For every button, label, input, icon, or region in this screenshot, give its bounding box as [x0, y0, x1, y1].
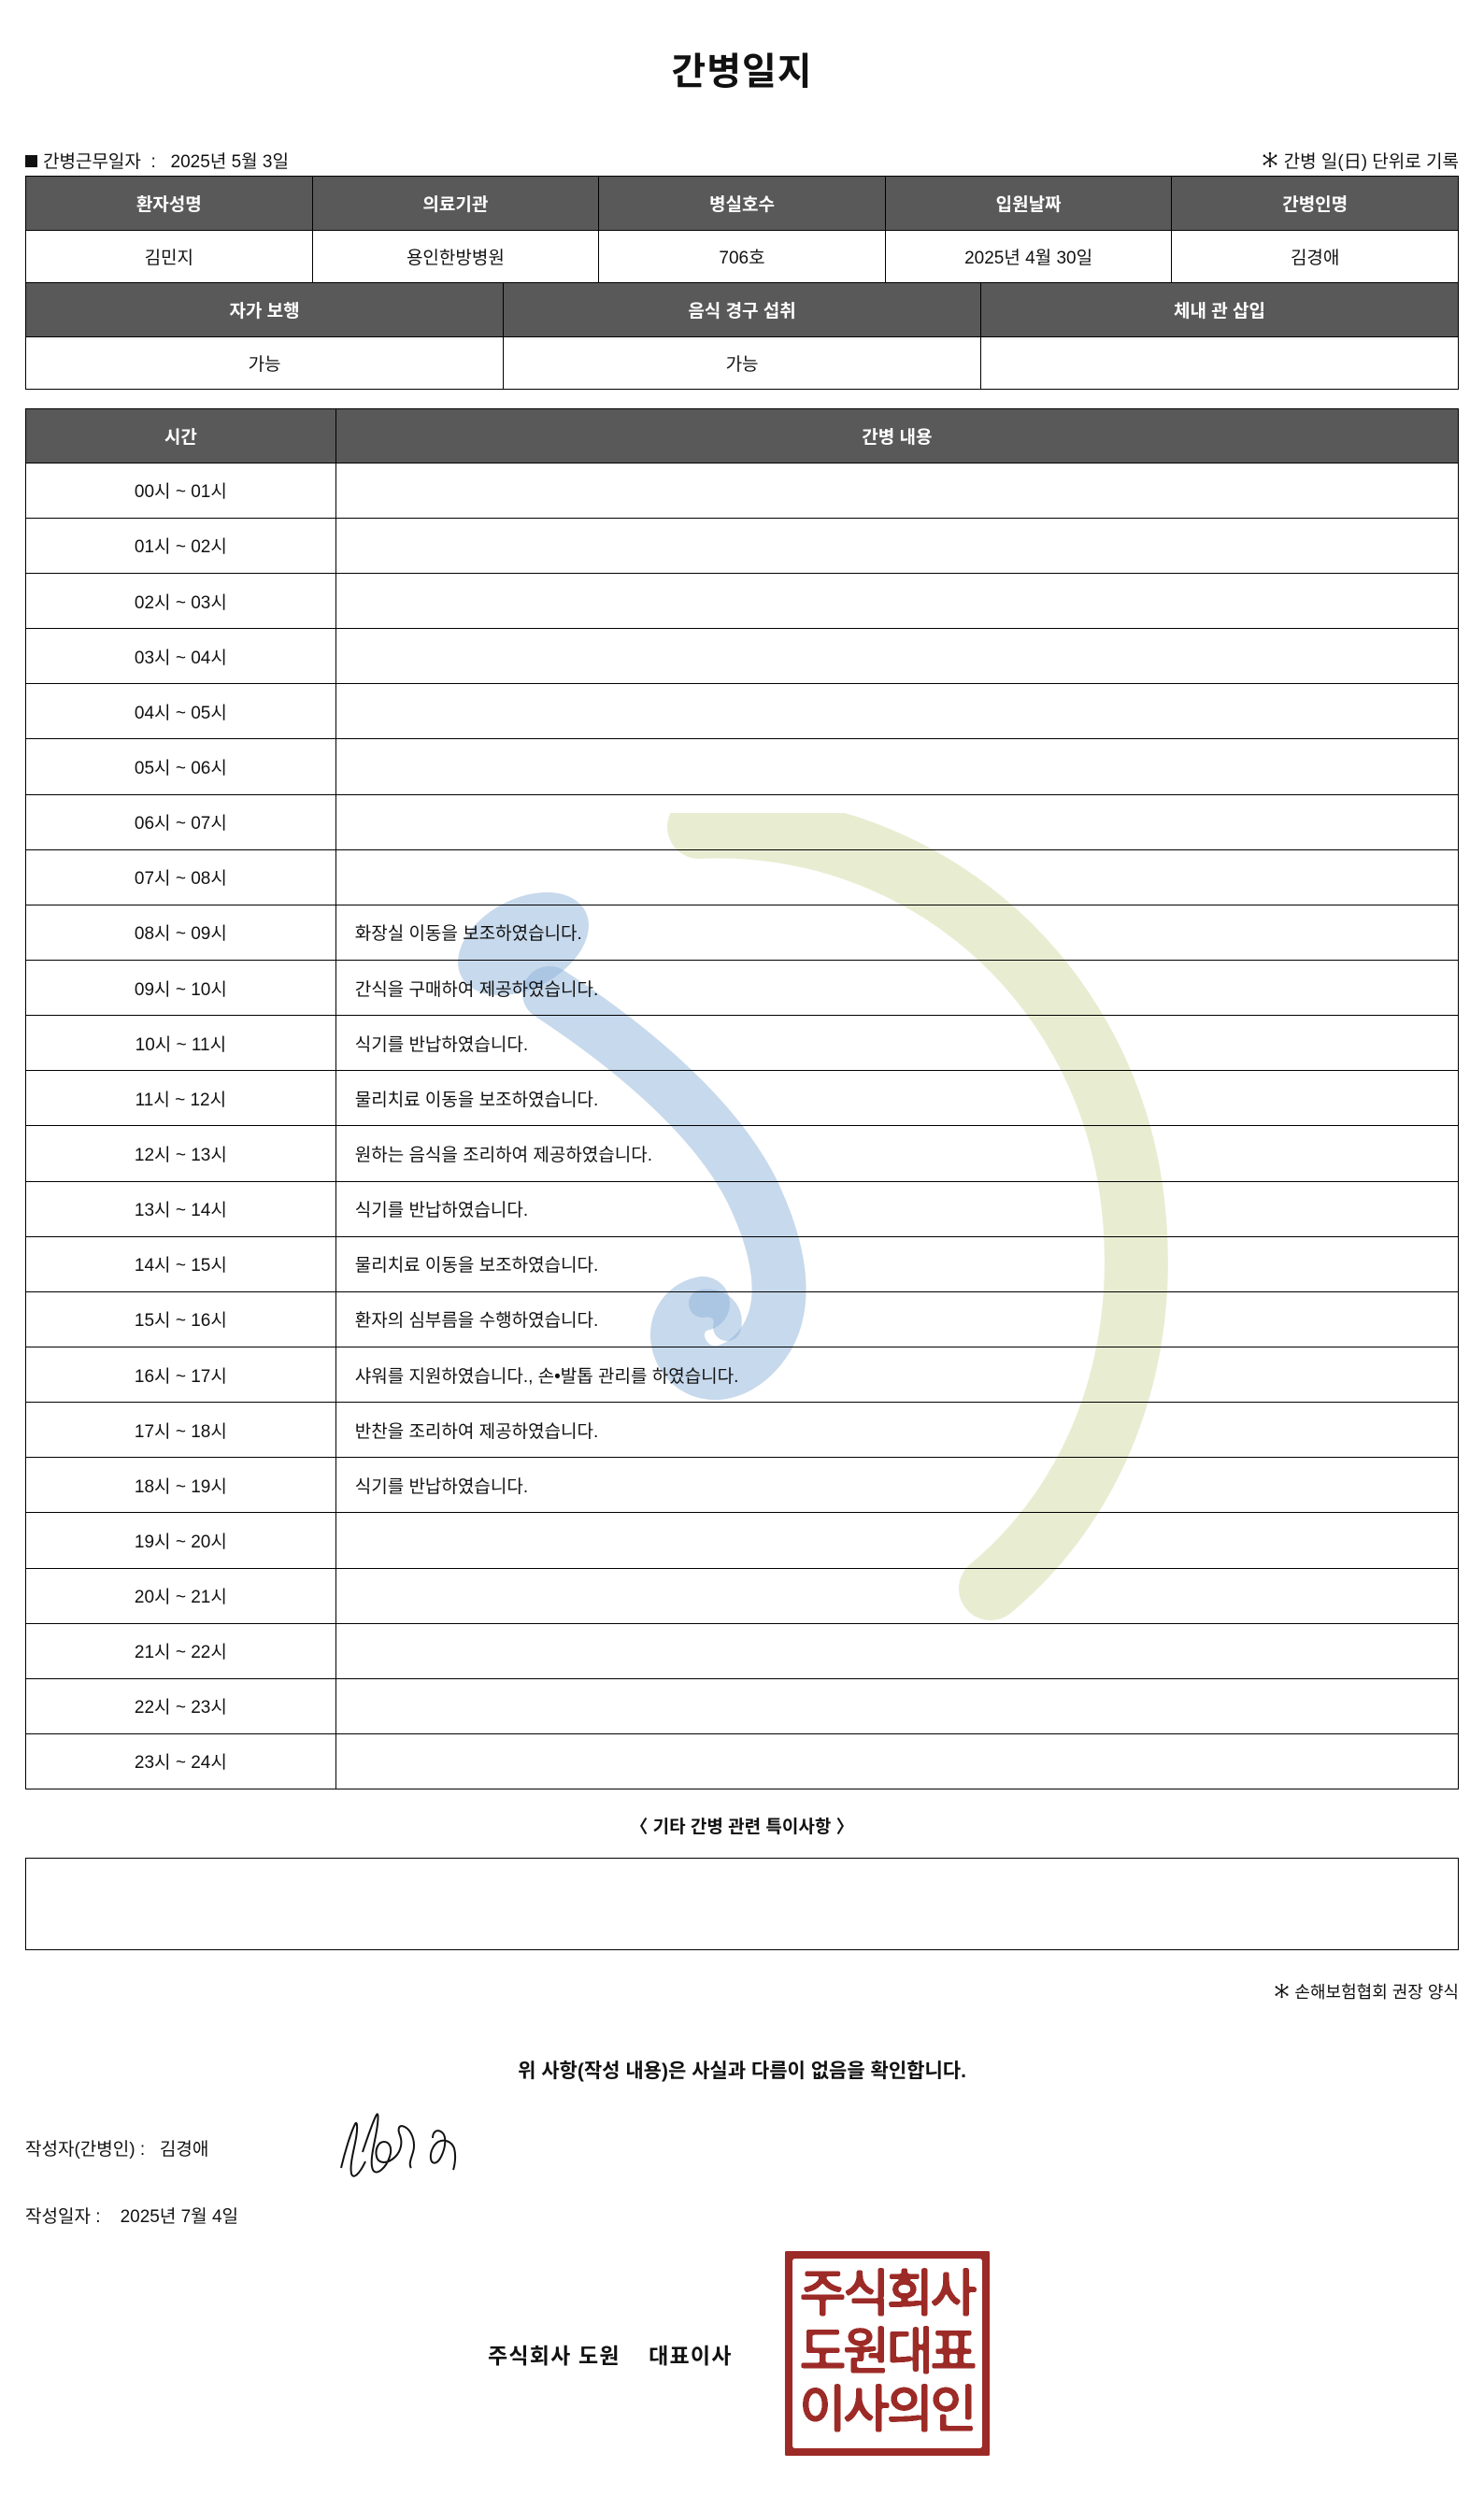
svg-text:도원대표: 도원대표 — [800, 2324, 976, 2380]
svg-text:주식회사: 주식회사 — [800, 2266, 977, 2322]
svg-text:이사의인: 이사의인 — [800, 2382, 975, 2438]
